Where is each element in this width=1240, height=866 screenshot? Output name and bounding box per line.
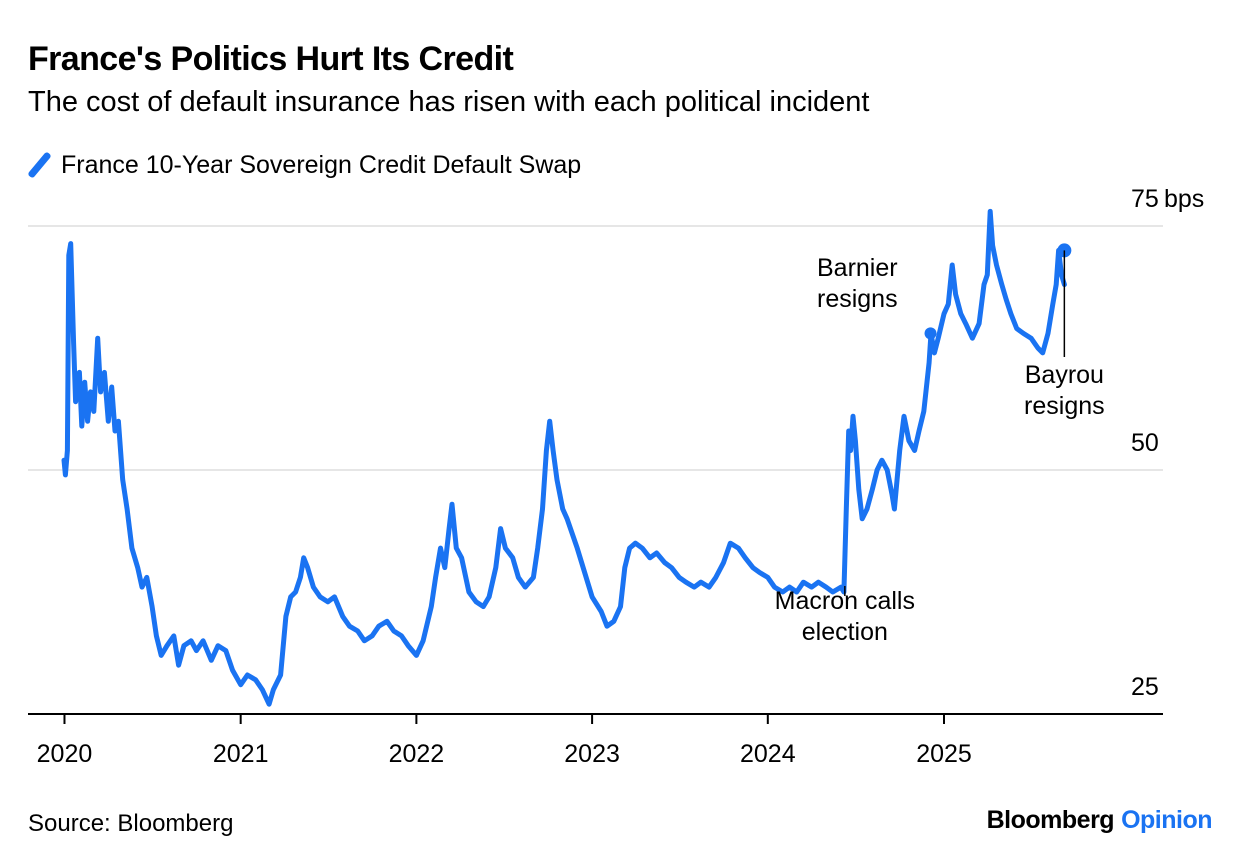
annotation-label: election	[802, 618, 888, 646]
annotation-marker	[924, 327, 937, 340]
x-tick-label: 2025	[916, 740, 972, 768]
x-tick-label: 2020	[37, 740, 93, 768]
y-tick-label: 50	[1131, 429, 1159, 457]
x-tick-label: 2021	[213, 740, 269, 768]
y-axis: 75 bps 50 25	[1131, 185, 1204, 701]
x-axis: 2020 2021 2022 2023 2024 2025	[28, 713, 1163, 768]
y-tick-label: 75	[1131, 185, 1159, 213]
annotation-label: resigns	[817, 285, 898, 313]
annotations: Barnier resigns Bayrou resigns Macron calls e…	[775, 243, 1105, 646]
brand-name: Bloomberg	[986, 806, 1115, 834]
annotation-label: Macron calls	[775, 587, 915, 615]
brand-logo: Bloomberg Opinion	[986, 806, 1213, 835]
legend: France 10-Year Sovereign Credit Default …	[27, 147, 582, 183]
brand-section: Opinion	[1121, 806, 1212, 834]
gridlines	[28, 225, 1163, 471]
source-note: Source: Bloomberg	[28, 810, 234, 837]
y-unit-label: bps	[1164, 185, 1204, 213]
x-tick-label: 2024	[740, 740, 796, 768]
legend-label: France 10-Year Sovereign Credit Default …	[61, 150, 582, 179]
series-line	[61, 208, 1067, 707]
annotation-label: resigns	[1024, 392, 1105, 420]
x-tick-label: 2022	[389, 740, 445, 768]
annotation-label: Barnier	[817, 254, 898, 282]
y-tick-label: 25	[1131, 673, 1159, 701]
annotation-label: Bayrou	[1025, 361, 1104, 389]
series-layer	[61, 208, 1067, 707]
chart-title: France's Politics Hurt Its Credit	[28, 40, 514, 78]
chart-subtitle: The cost of default insurance has risen …	[28, 86, 870, 118]
x-tick-label: 2023	[564, 740, 620, 768]
